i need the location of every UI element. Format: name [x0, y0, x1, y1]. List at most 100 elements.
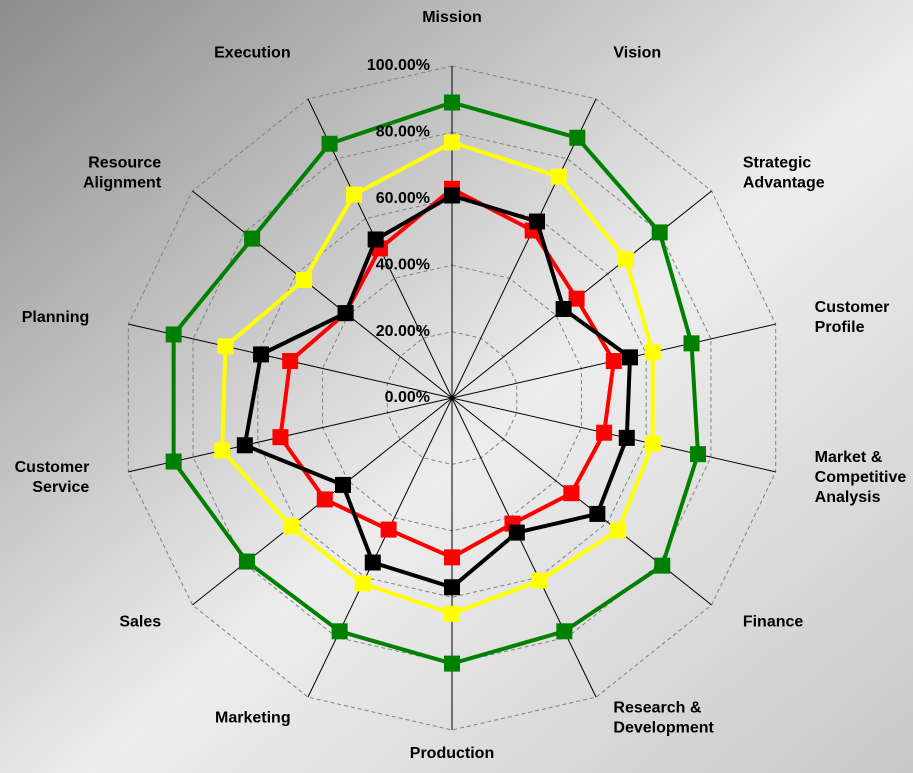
marker [321, 135, 338, 152]
category-label: Strategic Advantage [743, 155, 825, 192]
marker [331, 623, 348, 640]
grid-ring [127, 65, 777, 731]
grid-ring [257, 198, 647, 598]
marker [364, 554, 381, 571]
marker [253, 346, 270, 363]
category-label: Mission [422, 9, 482, 26]
marker [596, 424, 613, 441]
marker [380, 521, 397, 538]
marker [689, 446, 706, 463]
marker [569, 129, 586, 146]
marker [346, 186, 363, 203]
spoke [451, 397, 776, 473]
marker [555, 300, 572, 317]
category-label-line: Profile [815, 319, 865, 336]
category-label-line: Research & [613, 700, 701, 717]
marker [238, 553, 255, 570]
category-label: Sales [119, 614, 161, 631]
category-label: Customer Service [15, 459, 90, 496]
marker [644, 435, 661, 452]
category-label-line: Execution [214, 45, 290, 62]
marker [563, 485, 580, 502]
marker [283, 518, 300, 535]
marker [217, 338, 234, 355]
marker [165, 326, 182, 343]
category-label: Production [410, 745, 494, 762]
marker [444, 579, 460, 596]
marker [444, 655, 460, 672]
category-label-line: Customer [15, 459, 90, 476]
y-tick-label: 60.00% [376, 190, 430, 207]
marker [272, 429, 289, 446]
category-label-line: Production [410, 745, 494, 762]
category-label-line: Advantage [743, 175, 825, 192]
category-label-line: Finance [743, 614, 804, 631]
category-label: Market & Competitive Analysis [815, 449, 907, 506]
category-label-line: Service [32, 479, 89, 496]
marker [214, 442, 231, 459]
category-label-line: Market & [815, 449, 883, 466]
y-tick-label: 20.00% [376, 323, 430, 340]
category-label-line: Resource [88, 155, 161, 172]
marker [444, 187, 460, 204]
category-label: Finance [743, 614, 804, 631]
category-label: Marketing [215, 710, 291, 727]
category-label-line: Customer [815, 299, 890, 316]
marker [528, 213, 545, 230]
marker [282, 353, 299, 370]
marker [367, 231, 384, 248]
marker [622, 349, 639, 366]
marker [654, 557, 671, 574]
y-tick-label: 0.00% [385, 389, 430, 406]
category-label-line: Mission [422, 9, 482, 26]
spoke [451, 98, 597, 399]
marker [337, 305, 354, 322]
category-label-line: Vision [613, 45, 661, 62]
marker [316, 491, 333, 508]
marker [444, 134, 460, 151]
marker [236, 437, 253, 454]
category-label-line: Planning [22, 309, 90, 326]
category-label: Planning [22, 309, 90, 326]
spoke [307, 397, 453, 698]
category-label: Customer Profile [815, 299, 890, 336]
marker [556, 623, 573, 640]
category-label-line: Analysis [815, 489, 881, 506]
marker [605, 353, 622, 370]
marker [531, 572, 548, 589]
category-label-line: Development [613, 720, 714, 737]
marker [165, 453, 182, 470]
marker [244, 230, 261, 247]
marker [550, 168, 567, 185]
category-label-line: Competitive [815, 469, 907, 486]
marker [354, 575, 371, 592]
marker [444, 605, 460, 622]
y-tick-label: 80.00% [376, 124, 430, 141]
y-tick-label: 40.00% [376, 256, 430, 273]
category-label: Resource Alignment [83, 155, 162, 192]
category-label: Execution [214, 45, 290, 62]
marker [644, 344, 661, 361]
marker [618, 429, 635, 446]
category-label-line: Sales [119, 614, 161, 631]
marker [617, 251, 634, 268]
marker [610, 522, 627, 539]
marker [334, 476, 351, 493]
marker [651, 224, 668, 241]
category-label: Vision [613, 45, 661, 62]
spoke [192, 190, 453, 399]
marker [296, 272, 313, 289]
marker [683, 335, 700, 352]
category-label: Research & Development [613, 700, 714, 737]
marker [568, 290, 585, 307]
y-tick-label: 100.00% [367, 57, 430, 74]
category-label-line: Alignment [83, 175, 162, 192]
spoke [451, 397, 597, 698]
category-label-line: Marketing [215, 710, 291, 727]
marker [444, 94, 460, 111]
spoke [128, 397, 453, 473]
marker [589, 505, 606, 522]
category-label-line: Strategic [743, 155, 812, 172]
